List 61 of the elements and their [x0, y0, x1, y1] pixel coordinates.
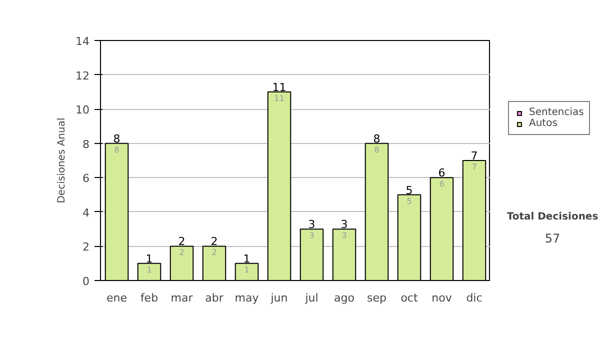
data-label: 2 — [212, 248, 217, 258]
bar — [300, 228, 324, 280]
text: Total Decisiones — [506, 212, 598, 222]
x-tick-label: abr — [205, 292, 224, 304]
bar — [202, 246, 226, 280]
x-tick-label: jul — [304, 292, 318, 304]
data-label: 8 — [114, 145, 120, 154]
total-label: 6 — [438, 166, 446, 180]
x-tick-label: dic — [466, 292, 482, 304]
total-label: 1 — [146, 252, 153, 266]
total-label: 8 — [373, 132, 380, 146]
total-label: 11 — [272, 80, 286, 94]
bar — [364, 142, 389, 280]
total-label: 8 — [113, 132, 120, 146]
y-axis-title: Decisiones Anual — [56, 118, 68, 204]
y-tick-label: 8 — [82, 138, 90, 151]
bar — [104, 142, 129, 280]
total-label: 2 — [178, 235, 186, 248]
data-label: 1 — [244, 265, 250, 274]
bar — [332, 228, 356, 280]
total-label: 3 — [340, 218, 348, 232]
bar — [234, 262, 259, 280]
x-tick-label: jun — [270, 292, 288, 304]
x-tick-label: mar — [170, 292, 194, 304]
data-label: 3 — [342, 231, 347, 240]
legend-label: Autos — [529, 118, 558, 129]
y-tick-label: 0 — [82, 275, 90, 288]
data-label: 5 — [406, 196, 412, 206]
y-tick-label: 6 — [82, 172, 90, 186]
y-tick-label: 4 — [82, 206, 90, 220]
x-tick-label: nov — [432, 292, 452, 304]
total-label: 7 — [470, 150, 478, 162]
x-tick-label: ene — [106, 292, 128, 304]
data-label: 8 — [374, 145, 380, 154]
x-tick-label: sep — [367, 292, 387, 304]
total-label: 5 — [406, 184, 413, 197]
bar — [462, 160, 486, 280]
y-tick-label: 2 — [82, 240, 90, 254]
text: 57 — [544, 232, 560, 246]
y-tick-label: 12 — [76, 69, 90, 82]
bar — [430, 177, 454, 280]
total-label: 2 — [210, 235, 218, 248]
data-label: 2 — [179, 248, 184, 258]
bar — [397, 194, 422, 280]
legend-label: Sentencias — [529, 107, 584, 118]
total-label: 3 — [308, 218, 316, 232]
data-label: 7 — [472, 162, 477, 172]
bar — [267, 91, 292, 280]
total-label: 1 — [243, 252, 250, 266]
data-label: 1 — [146, 265, 152, 274]
x-tick-label: oct — [400, 292, 418, 304]
bar — [170, 246, 194, 280]
bar — [137, 262, 162, 280]
data-label: 6 — [439, 180, 444, 189]
y-tick-label: 14 — [76, 35, 90, 48]
x-tick-label: feb — [140, 292, 158, 304]
x-tick-label: ago — [334, 292, 355, 304]
x-tick-label: may — [234, 292, 260, 304]
data-label: 11 — [274, 94, 284, 103]
data-label: 3 — [309, 231, 314, 240]
y-tick-label: 10 — [76, 104, 90, 117]
